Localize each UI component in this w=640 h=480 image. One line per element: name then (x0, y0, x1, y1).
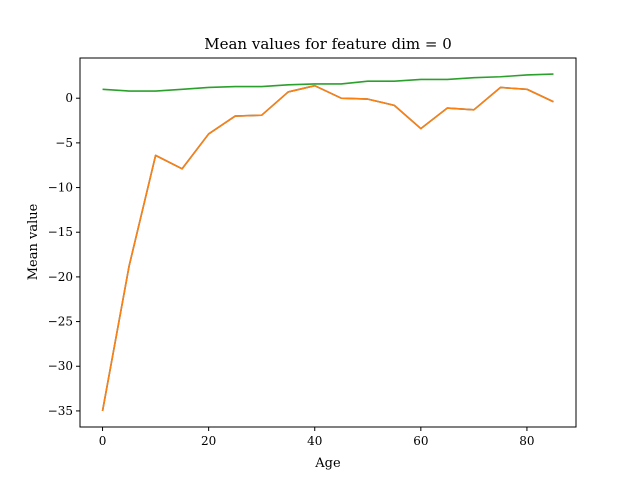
series-line-1 (101, 84, 554, 412)
series-line-0 (101, 84, 554, 412)
x-axis-label: Age (314, 456, 341, 471)
series-layer (101, 73, 554, 412)
y-axis-label: Mean value (26, 203, 41, 280)
x-tick-label: 80 (519, 434, 534, 448)
y-tick-label: −20 (48, 270, 73, 284)
y-tick-label: −10 (48, 181, 73, 195)
y-tick-label: 0 (65, 91, 73, 105)
y-tick-label: −5 (55, 136, 73, 150)
series-line-2 (102, 73, 554, 92)
y-tick-label: −30 (48, 359, 73, 373)
x-tick-label: 20 (201, 434, 216, 448)
chart-title: Mean values for feature dim = 0 (204, 35, 452, 53)
x-tick-label: 40 (307, 434, 322, 448)
y-tick-label: −35 (48, 404, 73, 418)
plot-frame (79, 57, 577, 428)
y-tick-label: −25 (48, 315, 73, 329)
x-tick-label: 0 (99, 434, 107, 448)
ticks-layer: 0 20 40 60 80 0 −5 −10 −15 −20 −25 −30 −35 (48, 91, 535, 448)
x-tick-label: 60 (413, 434, 428, 448)
y-tick-label: −15 (48, 225, 73, 239)
